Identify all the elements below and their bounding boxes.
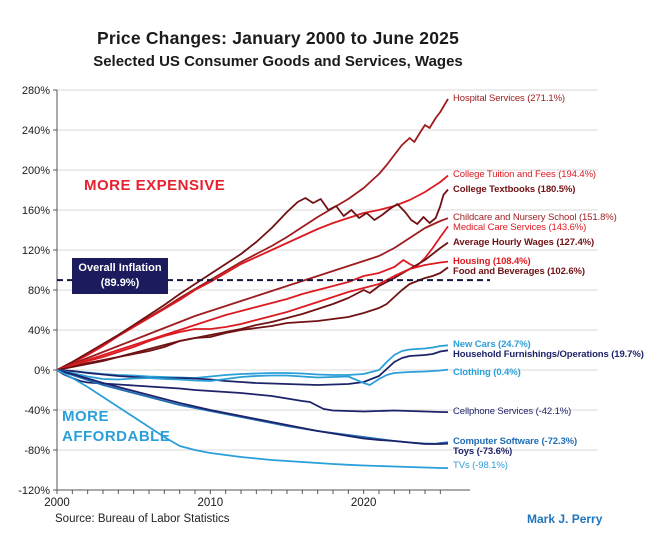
y-tick-label: 0% bbox=[34, 365, 50, 377]
series-line-tuition bbox=[56, 174, 449, 371]
overall-inflation-box: Overall Inflation (89.9%) bbox=[72, 258, 168, 294]
overall-inflation-label: Overall Inflation bbox=[78, 262, 162, 274]
y-tick-label: -120% bbox=[18, 485, 50, 497]
series-line-food bbox=[56, 266, 449, 371]
x-tick-label: 2010 bbox=[198, 497, 224, 509]
y-tick-label: 80% bbox=[28, 285, 50, 297]
series-line-housing bbox=[56, 260, 449, 371]
y-tick-label: -40% bbox=[24, 405, 50, 417]
chart-subtitle: Selected US Consumer Goods and Services,… bbox=[93, 53, 463, 70]
series-line-childcare bbox=[56, 217, 449, 371]
y-tick-label: 160% bbox=[22, 205, 50, 217]
series-line-toys bbox=[56, 369, 449, 445]
chart-title: Price Changes: January 2000 to June 2025 bbox=[96, 28, 460, 48]
series-line-medical bbox=[56, 225, 449, 371]
series-line-newcars bbox=[56, 344, 449, 379]
y-tick-label: 200% bbox=[22, 165, 50, 177]
series-line-household bbox=[56, 349, 449, 386]
series-line-clothing bbox=[56, 368, 449, 386]
y-tick-label: -80% bbox=[24, 445, 50, 457]
series-line-textbooks bbox=[56, 188, 449, 371]
x-tick-label: 2020 bbox=[351, 497, 377, 509]
annotation-more-expensive: MORE EXPENSIVE bbox=[84, 177, 226, 194]
y-tick-label: 240% bbox=[22, 125, 50, 137]
chart-heading: Price Changes: January 2000 to June 2025… bbox=[0, 28, 556, 70]
x-tick-label: 2000 bbox=[44, 497, 70, 509]
y-tick-label: 280% bbox=[22, 85, 50, 97]
series-line-tvs bbox=[56, 369, 449, 469]
overall-inflation-value: (89.9%) bbox=[100, 277, 140, 289]
y-tick-label: 120% bbox=[22, 245, 50, 257]
source-note: Source: Bureau of Labor Statistics bbox=[55, 513, 230, 525]
author-credit: Mark J. Perry bbox=[527, 512, 603, 526]
annotation-more-affordable: MORE AFFORDABLE bbox=[62, 408, 171, 445]
y-tick-label: 40% bbox=[28, 325, 50, 337]
